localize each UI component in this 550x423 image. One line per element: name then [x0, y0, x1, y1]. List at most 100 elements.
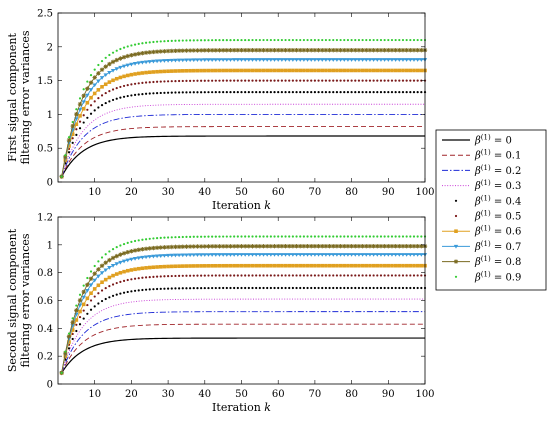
data-point — [141, 92, 144, 96]
data-point — [368, 286, 372, 290]
data-point — [346, 263, 350, 268]
data-point — [184, 58, 189, 63]
data-point — [246, 244, 252, 249]
data-point — [316, 263, 321, 268]
data-point — [400, 253, 406, 257]
data-point — [361, 274, 364, 277]
data-point — [119, 47, 122, 51]
data-point — [364, 244, 369, 249]
data-point — [255, 79, 258, 82]
data-point — [222, 286, 225, 290]
data-point — [152, 92, 155, 95]
data-point — [151, 59, 156, 64]
data-point — [220, 253, 226, 257]
data-point — [356, 253, 362, 257]
data-point — [371, 244, 376, 249]
data-point — [353, 253, 358, 257]
data-point — [280, 79, 283, 82]
data-point — [409, 286, 412, 290]
data-point — [310, 90, 313, 94]
data-point — [261, 244, 266, 249]
data-point — [222, 235, 225, 238]
data-point — [393, 58, 398, 62]
data-point — [323, 253, 329, 257]
data-point — [408, 68, 413, 73]
data-point — [103, 277, 108, 282]
data-point — [202, 48, 207, 53]
data-point — [291, 68, 295, 73]
data-point — [321, 38, 324, 42]
data-point — [97, 292, 100, 295]
data-point — [372, 235, 375, 238]
data-point — [169, 244, 174, 250]
x-tick-label: 100 — [415, 187, 434, 198]
data-point — [299, 38, 302, 42]
data-point — [258, 235, 261, 238]
data-point — [104, 91, 107, 95]
data-point — [78, 120, 82, 123]
data-point — [412, 90, 416, 94]
data-point — [206, 68, 211, 73]
data-point — [298, 263, 303, 268]
data-point — [121, 251, 127, 256]
data-point — [368, 79, 372, 82]
data-point — [229, 286, 232, 290]
data-point — [151, 49, 156, 55]
data-point — [343, 90, 346, 94]
data-point — [162, 49, 167, 54]
data-point — [390, 90, 394, 94]
data-point — [155, 92, 159, 95]
data-point — [236, 274, 239, 277]
data-point — [368, 38, 372, 42]
data-point — [213, 253, 219, 257]
data-point — [189, 79, 192, 82]
data-point — [305, 253, 310, 257]
data-point — [228, 48, 233, 53]
data-point — [89, 308, 93, 311]
data-point — [279, 244, 285, 249]
data-point — [310, 38, 313, 42]
legend-label: β(1) = 0.7 — [474, 240, 521, 253]
data-point — [173, 253, 178, 258]
data-point — [382, 47, 387, 53]
data-point — [390, 68, 394, 73]
data-point — [309, 244, 314, 249]
data-point — [203, 235, 206, 238]
data-point — [265, 68, 269, 73]
data-point — [390, 235, 394, 238]
data-point — [415, 263, 420, 268]
data-point — [148, 237, 151, 240]
data-point — [306, 286, 309, 290]
data-point — [97, 106, 100, 109]
data-point — [162, 245, 167, 250]
data-point — [371, 263, 376, 268]
data-point — [74, 122, 79, 127]
data-point — [107, 257, 112, 263]
data-point — [291, 274, 294, 277]
data-point — [277, 235, 280, 238]
data-point — [144, 288, 148, 291]
data-point — [408, 244, 413, 249]
data-point — [207, 79, 210, 82]
data-point — [371, 68, 376, 73]
data-point — [405, 79, 408, 82]
data-point — [320, 47, 325, 53]
data-point — [218, 274, 221, 277]
data-point — [357, 79, 361, 82]
data-point — [327, 58, 332, 62]
data-point — [299, 90, 302, 94]
data-point — [147, 50, 152, 55]
data-point — [162, 69, 167, 74]
data-point — [321, 274, 324, 277]
data-point — [225, 39, 228, 42]
data-point — [130, 83, 133, 86]
data-point — [110, 59, 116, 65]
data-point — [170, 39, 173, 42]
data-point — [261, 68, 266, 73]
data-point — [239, 68, 244, 73]
data-point — [349, 68, 354, 73]
data-point — [200, 39, 203, 42]
data-point — [206, 253, 211, 257]
data-point — [229, 91, 232, 94]
data-point — [86, 312, 89, 315]
